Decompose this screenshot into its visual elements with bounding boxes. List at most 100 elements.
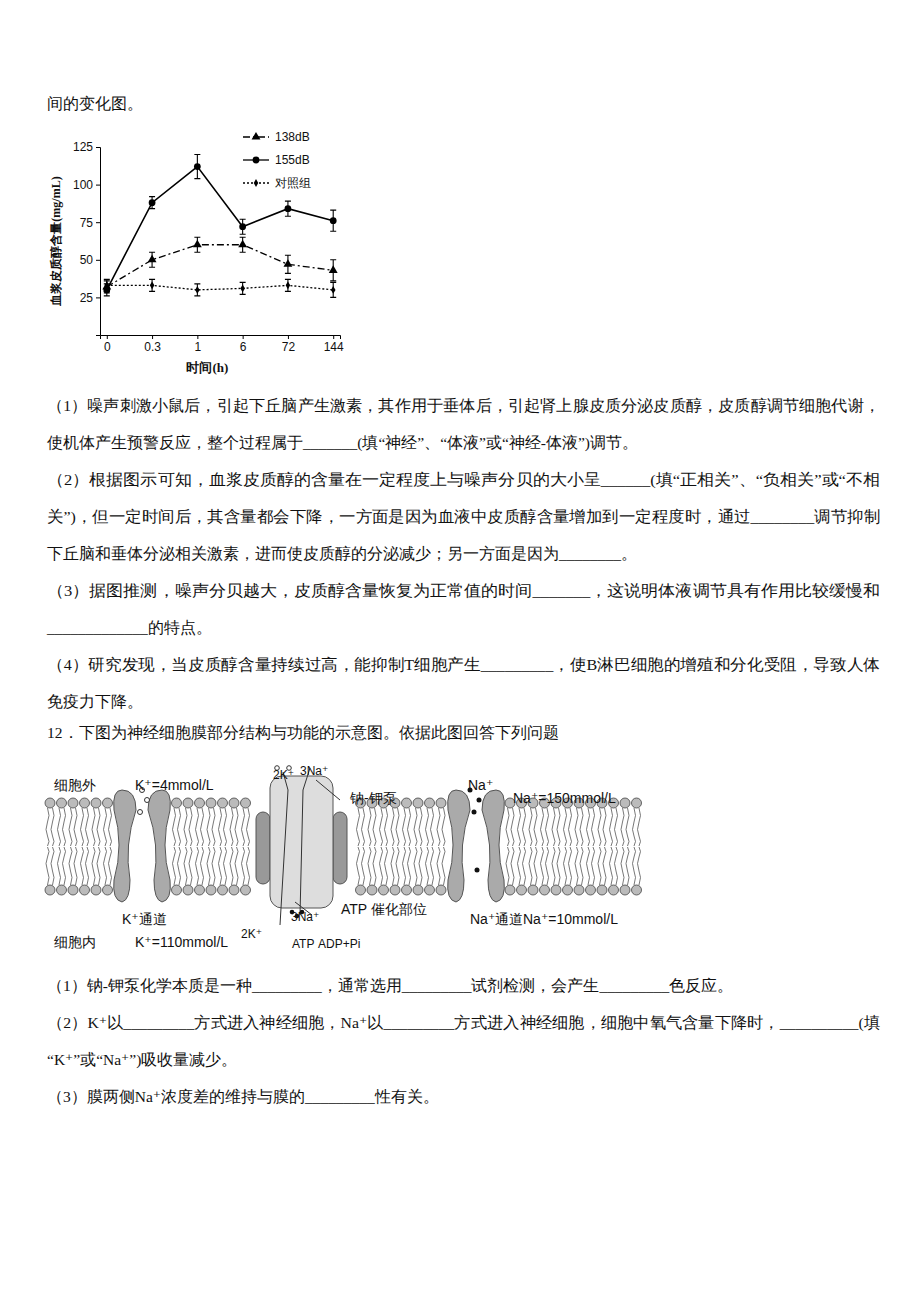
x-tick: 0 [104,335,111,354]
x-tick-mark [152,335,153,339]
question-text: （1）钠-钾泵化学本质是一种_________，通常选用_________试剂检… [47,977,733,994]
y-tick-label: 50 [80,253,94,267]
error-bar [330,282,336,297]
phospholipid [195,798,205,895]
x-axis-line [101,336,341,340]
error-bar [194,155,200,179]
x-tick-label: 144 [324,340,344,354]
question-text: 使机体产生预警反应，整个过程属于_______(填“神经”、“体液”或“神经-体… [47,434,638,452]
error-bar [149,279,155,291]
phospholipid [172,798,182,895]
y-tick-label: 100 [73,178,93,192]
phospholipid [528,798,538,895]
question-text: “K⁺”或“Na⁺”)吸收量减少。 [47,1051,237,1069]
y-tick-mark [96,297,100,298]
phospholipid [45,798,55,895]
question-text: （1）噪声刺激小鼠后，引起下丘脑产生激素，其作用于垂体后，引起肾上腺皮质分泌皮质… [47,397,880,414]
error-bar [330,210,336,231]
y-tick-label: 25 [80,291,94,305]
marker [286,281,291,289]
x-tick-label: 6 [240,340,247,354]
x-tick-mark [197,335,198,339]
y-tick: 25 [80,291,100,305]
chart: 25507510012500.31672144时间(h)血浆皮质醇含量(mg/m… [49,130,344,375]
series [102,237,337,293]
diagram-label: K⁺=4mmol/L [135,777,214,793]
question-text: 关”)，但一定时间后，其含量都会下降，一方面是因为血液中皮质醇含量增加到一定程度… [47,508,880,526]
y-axis-line [96,148,101,336]
error-bar [149,197,155,209]
phospholipid [505,798,515,895]
phospholipid [540,798,550,895]
phospholipid [597,798,607,895]
phospholipid [356,798,366,895]
diagram-label: Na⁺=10mmol/L [523,911,618,927]
question-text: （4）研究发现，当皮质醇含量持续过高，能抑制T细胞产生_________，使B淋… [47,656,880,673]
x-tick-label: 0 [104,340,111,354]
series-line [107,167,333,290]
phospholipid [379,798,389,895]
question-text: 免疫力下降。 [47,693,143,710]
legend-item: 155dB [243,153,310,167]
x-tick-mark [243,335,244,339]
phospholipid [80,798,90,895]
diagram-label: 钠-钾泵 [349,790,397,806]
diagram-label: K⁺通道 [122,911,167,927]
marker [149,199,156,206]
y-axis: 255075100125 [73,140,101,335]
phospholipid [563,798,573,895]
diagram-label: 3Na⁺ [300,764,328,778]
y-axis-title: 血浆皮质醇含量(mg/mL) [49,176,63,306]
error-bar [240,219,246,234]
question-text: _____________的特点。 [46,619,212,636]
x-tick-label: 72 [282,340,296,354]
legend-label: 155dB [275,153,310,167]
y-tick-mark [96,260,100,261]
phospholipid [183,798,193,895]
error-bar [240,282,246,294]
phospholipid [206,798,216,895]
y-tick: 50 [80,253,100,267]
x-tick: 6 [240,335,247,354]
x-tick-label: 0.3 [144,340,161,354]
channel-protein [114,788,171,903]
marker [285,205,292,212]
y-tick: 75 [80,216,100,230]
question-text: （3）膜两侧Na⁺浓度差的维持与膜的_________性有关。 [47,1088,439,1105]
diagram-label: 2K⁺ [273,768,294,782]
marker [283,259,292,267]
channel-protein [448,788,505,903]
phospholipid [551,798,561,895]
phospholipid [218,798,228,895]
diagram-label: 细胞外 [54,777,96,793]
x-tick: 144 [324,335,344,354]
phospholipid [241,798,251,895]
phospholipid [609,798,619,895]
question-text: （2）K⁺以_________方式进入神经细胞，Na⁺以_________方式进… [47,1014,880,1032]
phospholipid [425,798,435,895]
marker [331,286,336,294]
diagram-label: Na⁺ [468,777,493,793]
marker [194,163,201,170]
x-tick-mark [333,335,334,339]
legend-label: 138dB [275,130,310,144]
phospholipid [620,798,630,895]
series-line [107,245,333,287]
error-bar [104,279,110,291]
phospholipid [402,798,412,895]
marker [240,284,245,292]
marker [238,240,247,248]
phospholipid [229,798,239,895]
membrane-diagram: 细胞外 K⁺=4mmol/L 2K⁺ 3Na⁺ 钠-钾泵 Na⁺ Na⁺=150mmol/L… [45,764,642,951]
phospholipid [57,798,67,895]
y-tick-mark [96,147,100,148]
marker [148,255,157,263]
diagram-label: 2K⁺ [241,927,262,941]
diagram-label: Na⁺=150mmol/L [513,790,616,806]
error-bar [285,201,291,216]
x-tick-label: 1 [195,340,202,354]
phospholipid [103,798,113,895]
marker [150,281,155,289]
diagram-label: K⁺=110mmol/L [135,934,228,950]
question-title: 12．下图为神经细胞膜部分结构与功能的示意图。依据此图回答下列问题 [47,724,559,741]
